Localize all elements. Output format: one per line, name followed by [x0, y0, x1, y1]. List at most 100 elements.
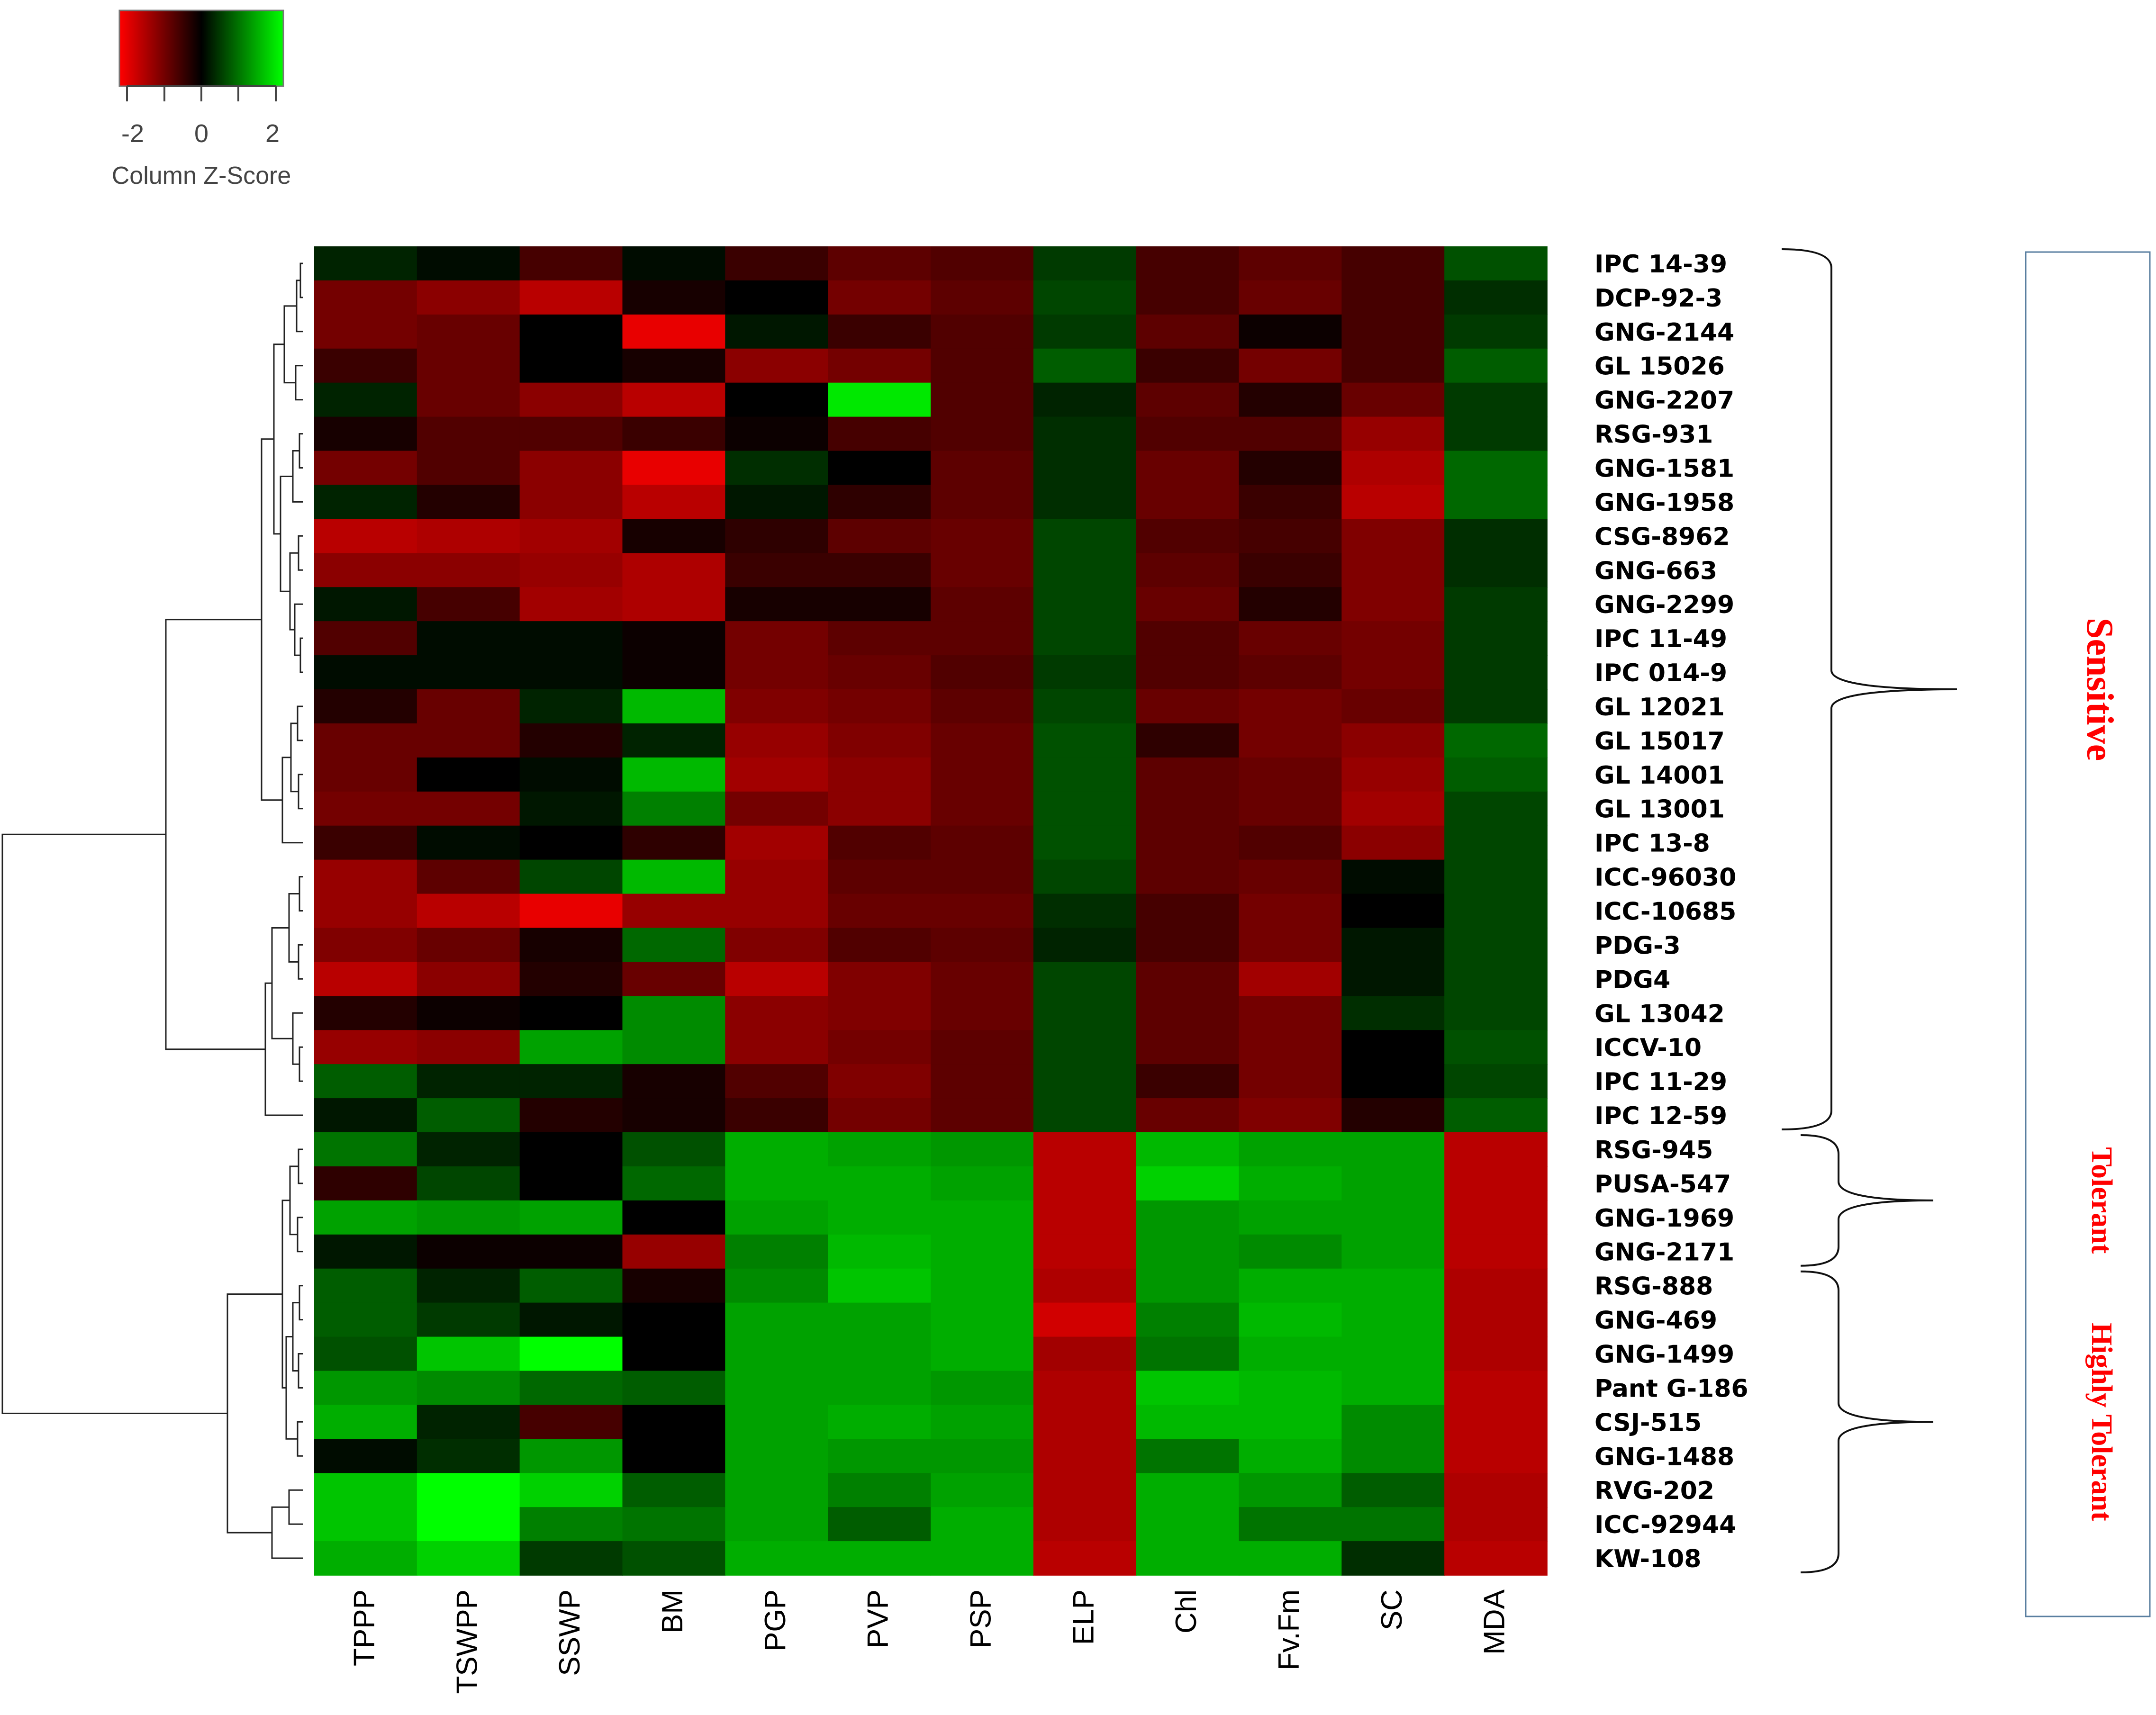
row-label: IPC 11-29 — [1594, 1068, 1727, 1096]
heatmap-cell — [417, 1336, 520, 1372]
heatmap-cell — [931, 1166, 1034, 1201]
heatmap-cell — [828, 451, 931, 486]
heatmap-cell — [1136, 1473, 1240, 1507]
heatmap-cell — [1136, 1541, 1240, 1576]
heatmap-cell — [314, 757, 417, 792]
heatmap-cell — [1033, 1030, 1137, 1065]
group-label-box — [2025, 251, 2151, 1617]
row-label: GNG-1969 — [1594, 1204, 1734, 1233]
heatmap-cell — [417, 1371, 520, 1406]
heatmap-cell — [519, 1541, 623, 1576]
heatmap-cell — [314, 1200, 417, 1235]
heatmap-cell — [828, 314, 931, 349]
row-label: GL 13042 — [1594, 1000, 1725, 1028]
heatmap-cell — [725, 1302, 828, 1337]
row-label: RSG-888 — [1594, 1273, 1713, 1301]
heatmap-cell — [622, 689, 726, 724]
heatmap-cell — [519, 1473, 623, 1507]
heatmap-cell — [519, 1132, 623, 1167]
heatmap-cell — [1341, 1302, 1445, 1337]
heatmap-cells — [314, 246, 1548, 1576]
heatmap-cell — [1444, 1132, 1548, 1167]
heatmap-cell — [622, 1132, 726, 1167]
heatmap-cell — [314, 1541, 417, 1576]
dendrogram-branch — [292, 450, 303, 503]
row-label: IPC 14-39 — [1594, 250, 1727, 279]
group-label: Tolerant — [2085, 1147, 2118, 1254]
heatmap-cell — [725, 621, 828, 656]
heatmap-cell — [622, 280, 726, 315]
heatmap-cell — [1341, 996, 1445, 1031]
row-label: ICC-10685 — [1594, 898, 1736, 926]
heatmap-cell — [1444, 894, 1548, 929]
column-label: ELP — [1067, 1589, 1100, 1645]
dendrogram-branch — [165, 619, 265, 1050]
heatmap-cell — [1136, 894, 1240, 929]
heatmap-cell — [725, 280, 828, 315]
heatmap-cell — [1341, 962, 1445, 997]
heatmap-cell — [725, 962, 828, 997]
heatmap-cell — [1136, 519, 1240, 554]
heatmap-cell — [519, 314, 623, 349]
heatmap-cell — [725, 1541, 828, 1576]
dendrogram-branch — [297, 705, 303, 741]
heatmap-cell — [1239, 791, 1342, 826]
heatmap-cell — [417, 1507, 520, 1542]
heatmap-cell — [1341, 451, 1445, 486]
heatmap-cell — [828, 689, 931, 724]
heatmap-cell — [1239, 859, 1342, 894]
column-label: BM — [656, 1589, 689, 1634]
heatmap-cell — [314, 996, 417, 1031]
heatmap-cell — [725, 485, 828, 520]
heatmap-cell — [931, 1336, 1034, 1372]
heatmap-cell — [1444, 246, 1548, 281]
row-label: GNG-663 — [1594, 557, 1717, 585]
heatmap-cell — [725, 928, 828, 963]
heatmap-cell — [1444, 1030, 1548, 1065]
heatmap-cell — [931, 655, 1034, 690]
heatmap-cell — [1033, 416, 1137, 451]
heatmap-cell — [622, 1371, 726, 1406]
heatmap-cell — [725, 723, 828, 758]
heatmap-cell — [1136, 791, 1240, 826]
dendrogram-branch — [292, 1012, 303, 1065]
dendrogram-branch — [1, 833, 227, 1414]
heatmap-cell — [1341, 825, 1445, 860]
heatmap-cell — [1033, 1371, 1137, 1406]
heatmap-cell — [1341, 1166, 1445, 1201]
dendrogram-branch — [288, 1489, 303, 1525]
row-label: GL 13001 — [1594, 795, 1725, 824]
heatmap-cell — [622, 996, 726, 1031]
dendrogram-branch — [299, 876, 303, 912]
heatmap-cell — [417, 996, 520, 1031]
heatmap-cell — [828, 416, 931, 451]
heatmap-cell — [1444, 1541, 1548, 1576]
color-key-tick-label: 2 — [265, 119, 280, 148]
heatmap-cell — [725, 1132, 828, 1167]
heatmap-cell — [1136, 1200, 1240, 1235]
heatmap-cell — [1444, 996, 1548, 1031]
heatmap-cell — [1444, 416, 1548, 451]
heatmap-cell — [1033, 485, 1137, 520]
column-label: Fv.Fm — [1273, 1589, 1305, 1670]
heatmap-cell — [1341, 1405, 1445, 1440]
heatmap-cell — [931, 1507, 1034, 1542]
heatmap-cell — [828, 621, 931, 656]
heatmap-cell — [828, 996, 931, 1031]
heatmap-cell — [828, 1541, 931, 1576]
heatmap-cell — [1033, 996, 1137, 1031]
heatmap-cell — [622, 1064, 726, 1099]
heatmap-cell — [1444, 757, 1548, 792]
heatmap-cell — [417, 451, 520, 486]
heatmap-cell — [519, 791, 623, 826]
heatmap-cell — [417, 859, 520, 894]
heatmap-cell — [931, 314, 1034, 349]
heatmap-cell — [828, 928, 931, 963]
heatmap-cell — [1033, 894, 1137, 929]
heatmap-cell — [314, 1439, 417, 1474]
heatmap-cell — [1341, 246, 1445, 281]
heatmap-cell — [1239, 723, 1342, 758]
heatmap-cell — [725, 382, 828, 417]
heatmap-cell — [828, 757, 931, 792]
heatmap-cell — [725, 587, 828, 622]
